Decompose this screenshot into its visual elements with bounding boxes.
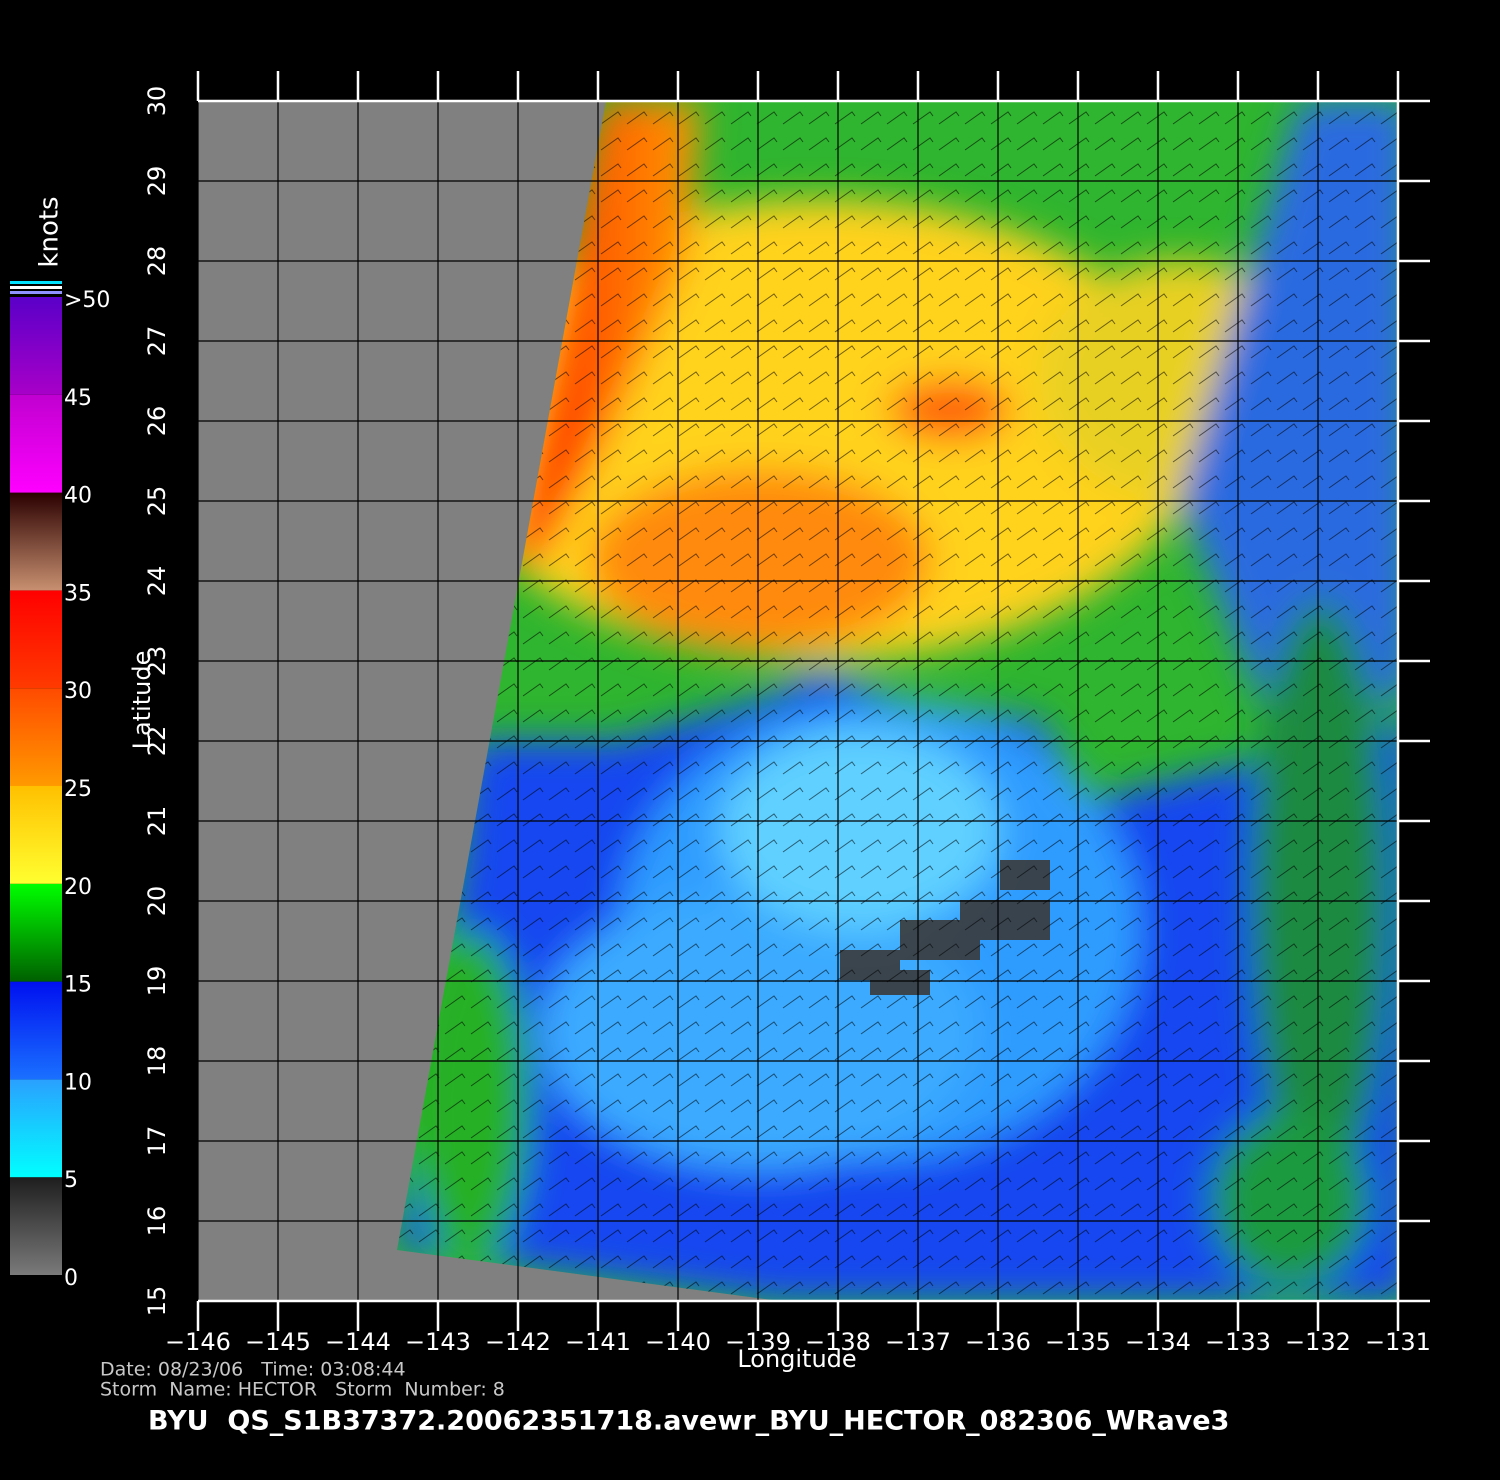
y-tick-label: 23 bbox=[143, 646, 171, 677]
x-tick-label: −131 bbox=[1365, 1328, 1431, 1356]
colorbar-tick-label: 30 bbox=[64, 679, 92, 704]
colorbar-band bbox=[10, 1079, 62, 1178]
colorbar-tick-label: 45 bbox=[64, 386, 92, 411]
y-tick-label: 26 bbox=[143, 406, 171, 437]
x-tick-label: −140 bbox=[645, 1328, 711, 1356]
y-tick-label: 15 bbox=[143, 1286, 171, 1317]
colorbar-band bbox=[10, 981, 62, 1080]
colorbar-stripes bbox=[10, 281, 62, 294]
y-tick-label: 16 bbox=[143, 1206, 171, 1237]
colorbar-band bbox=[10, 1177, 62, 1275]
colorbar-band bbox=[10, 297, 62, 395]
x-tick-label: −141 bbox=[565, 1328, 631, 1356]
y-tick-label: 29 bbox=[143, 166, 171, 197]
y-tick-label: 27 bbox=[143, 326, 171, 357]
colorbar-tick-label: 15 bbox=[64, 973, 92, 998]
y-axis-label: Latitude bbox=[128, 651, 156, 750]
info-line: Storm Name: HECTOR Storm Number: 8 bbox=[100, 1379, 505, 1401]
x-tick-label: −145 bbox=[245, 1328, 311, 1356]
x-axis-label: Longitude bbox=[737, 1345, 856, 1373]
colorbar-band bbox=[10, 492, 62, 591]
x-tick-label: −142 bbox=[485, 1328, 551, 1356]
colorbar-band bbox=[10, 786, 62, 884]
colorbar-title: knots bbox=[35, 196, 65, 267]
x-tick-label: −138 bbox=[805, 1328, 871, 1356]
y-tick-label: 30 bbox=[143, 86, 171, 117]
colorbar-tick-label: 5 bbox=[64, 1168, 78, 1193]
x-tick-label: −139 bbox=[725, 1328, 791, 1356]
y-tick-label: 21 bbox=[143, 806, 171, 837]
ticks: −146 −145 −144 −143 −142 −141 −140 −139 −138 −137… bbox=[143, 71, 1431, 1356]
info-line: Date: 08/23/06 Time: 03:08:44 bbox=[100, 1359, 406, 1381]
x-tick-label: −134 bbox=[1125, 1328, 1191, 1356]
colorbar-tick-label: 25 bbox=[64, 777, 92, 802]
x-tick-label: −136 bbox=[965, 1328, 1031, 1356]
colorbar: 0 5 10 15 20 25 30 35 40 45 >50 bbox=[10, 288, 110, 1291]
x-tick-label: −143 bbox=[405, 1328, 471, 1356]
x-tick-label: −135 bbox=[1045, 1328, 1111, 1356]
x-tick-label: −144 bbox=[325, 1328, 391, 1356]
x-tick-label: −137 bbox=[885, 1328, 951, 1356]
colorbar-tick-label: 40 bbox=[64, 484, 92, 509]
colorbar-tick-label: 20 bbox=[64, 875, 92, 900]
colorbar-band bbox=[10, 883, 62, 982]
colorbar-tick-label: >50 bbox=[64, 288, 110, 313]
y-tick-label: 18 bbox=[143, 1046, 171, 1077]
x-tick-label: −146 bbox=[165, 1328, 231, 1356]
y-tick-label: 24 bbox=[143, 566, 171, 597]
y-tick-label: 25 bbox=[143, 486, 171, 517]
y-tick-label: 22 bbox=[143, 726, 171, 757]
colorbar-tick-label: 0 bbox=[64, 1266, 78, 1291]
title: BYU QS_S1B37372.20062351718.avewr_BYU_HE… bbox=[148, 1406, 1229, 1437]
colorbar-band bbox=[10, 688, 62, 786]
x-tick-label: −132 bbox=[1285, 1328, 1351, 1356]
y-tick-label: 19 bbox=[143, 966, 171, 997]
colorbar-band bbox=[10, 590, 62, 689]
y-tick-label: 20 bbox=[143, 886, 171, 917]
colorbar-tick-label: 35 bbox=[64, 581, 92, 606]
x-tick-label: −133 bbox=[1205, 1328, 1271, 1356]
wind-field bbox=[397, 101, 1398, 1301]
y-tick-label: 17 bbox=[143, 1126, 171, 1157]
y-tick-label: 28 bbox=[143, 246, 171, 277]
colorbar-band bbox=[10, 394, 62, 493]
colorbar-tick-label: 10 bbox=[64, 1070, 92, 1095]
